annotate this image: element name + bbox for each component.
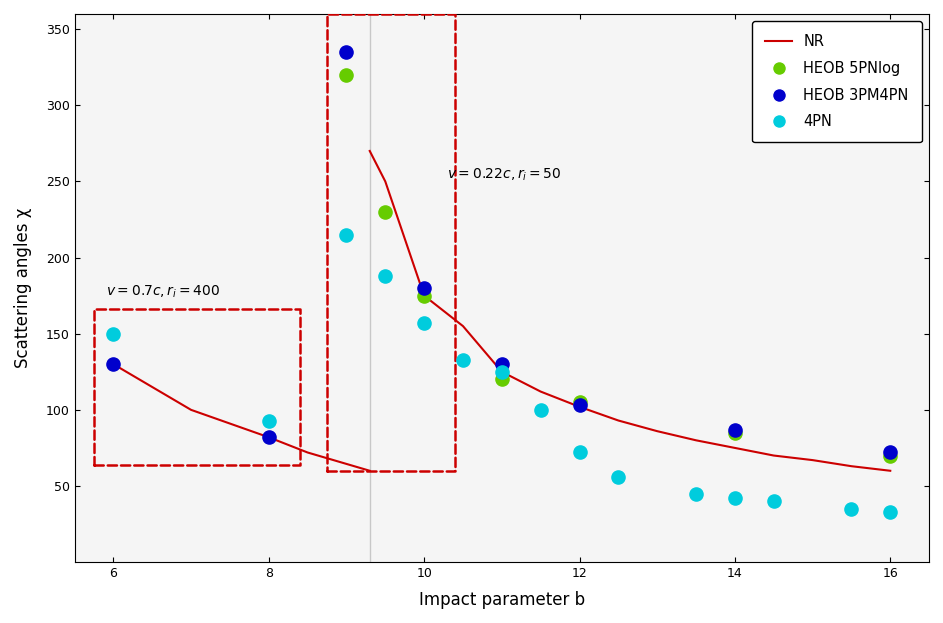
Point xyxy=(533,405,548,415)
Point xyxy=(417,318,432,328)
Point xyxy=(883,450,898,460)
Point xyxy=(261,416,276,426)
Bar xyxy=(94,310,300,465)
Bar xyxy=(327,14,455,471)
Point xyxy=(688,488,703,498)
Point xyxy=(883,507,898,517)
Point xyxy=(417,291,432,301)
Point xyxy=(611,472,626,482)
Text: $v = 0.22c, r_i = 50$: $v = 0.22c, r_i = 50$ xyxy=(447,166,562,183)
Point xyxy=(766,497,781,506)
Point xyxy=(727,428,742,438)
Point xyxy=(883,447,898,457)
Point xyxy=(494,367,509,377)
Point xyxy=(378,207,393,217)
Point xyxy=(339,230,354,240)
Point xyxy=(844,504,859,514)
Y-axis label: Scattering angles χ: Scattering angles χ xyxy=(14,208,32,368)
Point xyxy=(261,432,276,442)
Text: $v = 0.7c, r_i = 400$: $v = 0.7c, r_i = 400$ xyxy=(106,283,220,300)
Point xyxy=(572,447,587,457)
Point xyxy=(378,271,393,281)
Point xyxy=(339,47,354,57)
Legend: NR, HEOB 5PNlog, HEOB 3PM4PN, 4PN: NR, HEOB 5PNlog, HEOB 3PM4PN, 4PN xyxy=(753,21,922,143)
Point xyxy=(106,359,121,369)
Point xyxy=(494,359,509,369)
Point xyxy=(494,374,509,384)
Point xyxy=(106,329,121,339)
Point xyxy=(339,70,354,80)
Point xyxy=(455,354,471,364)
X-axis label: Impact parameter b: Impact parameter b xyxy=(419,591,585,609)
Point xyxy=(727,493,742,503)
Point xyxy=(417,283,432,293)
Point xyxy=(727,425,742,435)
Point xyxy=(572,397,587,407)
Point xyxy=(572,401,587,411)
